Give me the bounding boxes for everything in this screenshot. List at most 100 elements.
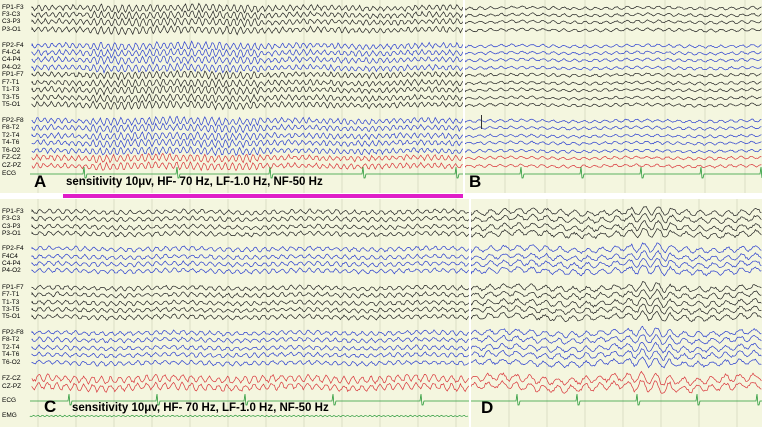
eeg-trace — [465, 118, 762, 124]
eeg-trace — [465, 5, 762, 11]
channel-label: P3-O1 — [2, 230, 21, 237]
eeg-trace — [465, 140, 762, 146]
channel-label: CZ-PZ — [2, 162, 22, 169]
eeg-trace — [471, 303, 762, 315]
eeg-trace — [465, 72, 762, 78]
channel-label: F7-T1 — [2, 291, 20, 298]
eeg-trace — [31, 9, 463, 21]
eeg-trace — [31, 306, 469, 314]
eeg-trace — [31, 99, 463, 111]
channel-label: F4-C4 — [2, 49, 21, 56]
eeg-trace — [31, 122, 463, 134]
eeg-trace — [31, 78, 463, 89]
channel-label: P4-O2 — [2, 267, 21, 274]
channel-label: FP1-F7 — [2, 71, 24, 78]
eeg-trace — [471, 264, 762, 277]
eeg-trace — [471, 205, 762, 217]
eeg-trace — [31, 313, 469, 321]
eeg-trace — [31, 47, 463, 59]
channel-label: F3-C3 — [2, 11, 21, 18]
channel-label: FP1-F3 — [2, 4, 24, 11]
channel-label: T2-T4 — [2, 132, 20, 139]
eeg-trace — [471, 228, 762, 240]
channel-label: ECG — [2, 170, 17, 177]
eeg-trace — [471, 334, 762, 346]
eeg-trace — [465, 133, 762, 139]
eeg-trace — [471, 348, 762, 361]
eeg-trace — [31, 16, 463, 28]
channel-label: FZ-CZ — [2, 375, 21, 382]
scale-marker — [481, 115, 483, 129]
eeg-trace — [31, 336, 469, 344]
channel-label: FZ-CZ — [2, 154, 21, 161]
eeg-trace — [31, 161, 463, 172]
eeg-trace — [471, 297, 762, 309]
eeg-trace — [465, 95, 762, 101]
eeg-trace — [471, 356, 762, 369]
channel-label: T3-T5 — [2, 306, 20, 313]
eeg-trace — [465, 57, 762, 63]
eeg-trace — [471, 325, 762, 339]
eeg-trace — [465, 50, 762, 56]
channel-label: T5-O1 — [2, 101, 21, 108]
eeg-trace — [465, 19, 762, 25]
eeg-trace — [31, 62, 463, 74]
eeg-trace — [465, 163, 762, 169]
eeg-trace — [471, 219, 762, 233]
eeg-trace — [31, 152, 463, 164]
eeg-trace — [31, 373, 469, 385]
channel-label: T1-T3 — [2, 299, 20, 306]
eeg-trace — [465, 155, 762, 161]
eeg-panel-a — [0, 0, 463, 193]
channel-label: T4-T6 — [2, 139, 20, 146]
eeg-panel-d — [471, 199, 762, 427]
eeg-trace — [31, 223, 469, 231]
channel-label: T5-O1 — [2, 313, 21, 320]
eeg-trace — [31, 24, 463, 36]
eeg-trace — [465, 65, 762, 71]
channel-label: F8-T2 — [2, 124, 20, 131]
channel-label: CZ-PZ — [2, 383, 22, 390]
channel-label: EMG — [2, 412, 17, 419]
eeg-trace — [31, 329, 469, 337]
eeg-trace — [465, 12, 762, 18]
caption-bottom: sensitivity 10μv, HF- 70 Hz, LF-1.0 Hz, … — [72, 402, 329, 414]
eeg-trace — [31, 284, 469, 292]
channel-label: C3-P3 — [2, 223, 21, 230]
eeg-trace — [31, 291, 469, 299]
ecg-trace — [465, 166, 762, 179]
eeg-trace — [31, 299, 469, 307]
eeg-trace — [465, 27, 762, 33]
ecg-trace — [471, 393, 762, 406]
panel-letter-a: A — [34, 172, 47, 191]
channel-label: T3-T5 — [2, 94, 20, 101]
eeg-trace — [31, 138, 463, 149]
channel-label: T2-T4 — [2, 344, 20, 351]
eeg-trace — [465, 102, 762, 108]
eeg-trace — [31, 381, 469, 393]
channel-label: FP2-F8 — [2, 329, 24, 336]
eeg-trace — [31, 55, 463, 66]
eeg-trace — [31, 115, 463, 127]
channel-label: T6-O2 — [2, 359, 21, 366]
eeg-trace — [29, 414, 469, 418]
eeg-trace — [471, 257, 762, 270]
channel-label: T4-T6 — [2, 351, 20, 358]
channel-label: ECG — [2, 397, 17, 404]
eeg-trace — [31, 131, 463, 142]
caption-top: sensitivity 10μv, HF- 70 Hz, LF-1.0 Hz, … — [66, 176, 323, 188]
eeg-panel-b — [465, 0, 762, 193]
eeg-trace — [465, 43, 762, 49]
channel-label: T6-O2 — [2, 147, 21, 154]
eeg-traces-a — [30, 0, 463, 193]
eeg-trace — [31, 215, 469, 223]
channel-label: C4-P4 — [2, 260, 21, 267]
eeg-trace — [31, 208, 469, 216]
channel-label: C3-P3 — [2, 18, 21, 25]
eeg-trace — [465, 87, 762, 93]
channel-label: P3-O1 — [2, 26, 21, 33]
channel-label: FP2-F8 — [2, 117, 24, 124]
ecg-trace — [30, 166, 463, 179]
channel-label: F4C4 — [2, 253, 18, 260]
divider-bar — [63, 194, 463, 198]
